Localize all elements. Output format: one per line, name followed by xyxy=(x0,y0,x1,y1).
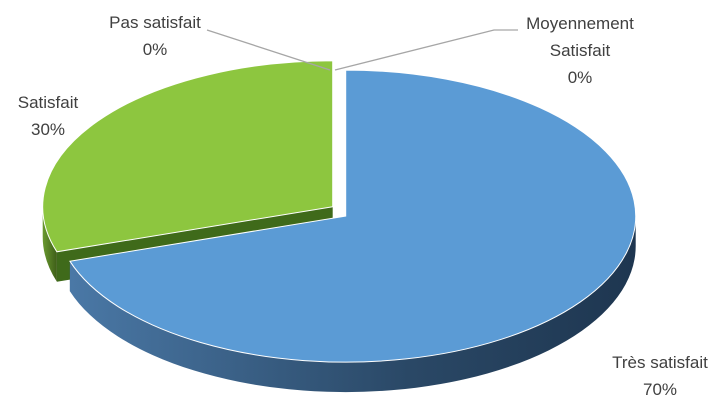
data-label: Satisfait 30% xyxy=(0,89,98,143)
slice xyxy=(42,60,334,253)
leader-line xyxy=(206,29,331,71)
value-label: 70% xyxy=(642,380,678,399)
category-label: Très satisfait xyxy=(612,353,708,372)
data-label: Très satisfait 70% xyxy=(585,349,714,403)
category-label: Satisfait xyxy=(17,93,79,112)
category-label: Pas satisfait xyxy=(109,13,201,32)
category-label: Moyennement Satisfait xyxy=(526,14,634,60)
value-label: 30% xyxy=(30,120,66,139)
slice-side xyxy=(42,206,57,282)
value-label: 0% xyxy=(142,40,168,59)
value-label: 0% xyxy=(567,68,593,87)
slice xyxy=(69,69,637,363)
slice-side xyxy=(69,216,636,393)
data-label: Pas satisfait 0% xyxy=(80,9,230,63)
leader-line xyxy=(334,29,518,71)
data-label: Moyennement Satisfait 0% xyxy=(505,10,655,91)
